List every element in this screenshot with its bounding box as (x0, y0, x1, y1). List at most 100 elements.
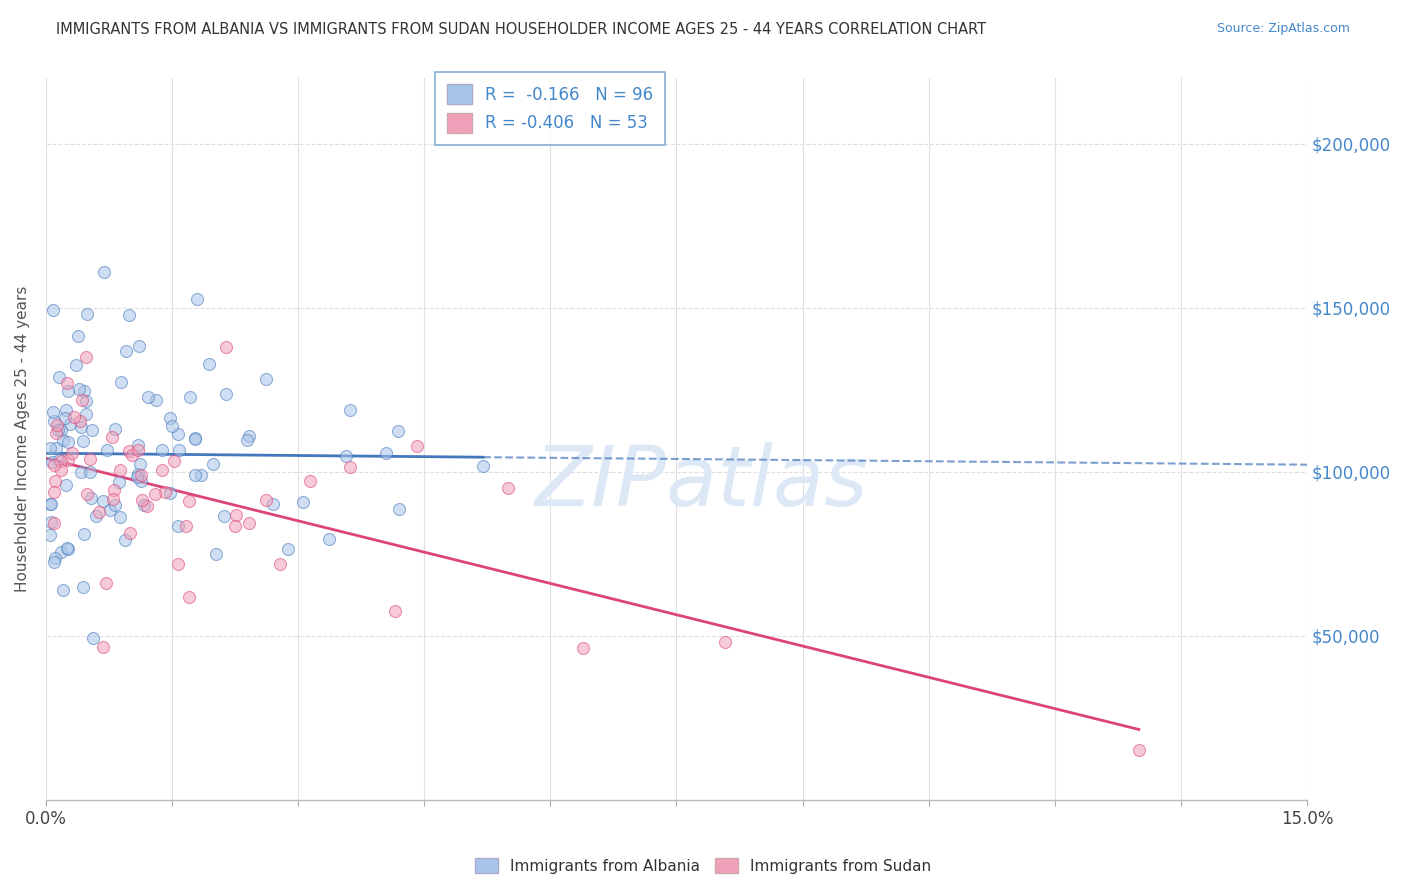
Point (160, 418, 183, 433)
Point (159, 410, 181, 425)
Point (292, 495, 315, 509)
Point (318, 532, 340, 546)
Point (496, 481, 519, 495)
Legend: R =  -0.166   N = 96, R = -0.406   N = 53: R = -0.166 N = 96, R = -0.406 N = 53 (436, 72, 665, 145)
Point (108, 475, 131, 489)
Point (66, 329, 89, 343)
Point (76, 307, 98, 321)
Point (254, 372, 277, 386)
Point (72, 580, 94, 594)
Point (135, 500, 157, 514)
Point (224, 519, 246, 533)
Point (212, 508, 235, 523)
Point (93, 265, 115, 279)
Point (48, 453, 70, 467)
Point (215, 340, 238, 354)
Point (41, 405, 63, 419)
Point (714, 635, 737, 649)
Point (44, 484, 66, 499)
Point (48, 370, 70, 384)
Point (89, 505, 111, 519)
Point (167, 442, 190, 457)
Point (75, 394, 97, 409)
Point (339, 460, 361, 475)
Point (167, 519, 190, 533)
Point (58, 542, 80, 557)
Point (121, 448, 143, 462)
Point (91, 640, 114, 654)
Point (387, 424, 409, 438)
Point (63, 410, 86, 425)
Point (58, 384, 80, 398)
Point (166, 557, 188, 571)
Point (51, 423, 73, 437)
Point (128, 339, 150, 353)
Point (114, 533, 136, 548)
Point (108, 463, 131, 477)
Text: ZIPatlas: ZIPatlas (534, 442, 869, 523)
Point (42, 303, 65, 318)
Point (39, 516, 62, 530)
Point (177, 493, 200, 508)
Point (79, 451, 101, 466)
Point (56, 376, 79, 390)
Point (131, 493, 153, 508)
Point (131, 474, 153, 488)
Point (190, 467, 212, 482)
Point (335, 450, 357, 464)
Point (52, 434, 75, 448)
Point (127, 467, 149, 482)
Point (150, 463, 173, 477)
Point (145, 392, 167, 407)
Point (48, 423, 70, 437)
Point (59, 417, 82, 431)
Point (65, 359, 87, 373)
Point (153, 484, 176, 499)
Point (269, 558, 291, 572)
Point (45, 441, 67, 455)
Point (75, 408, 97, 422)
Y-axis label: Householder Income Ages 25 - 44 years: Householder Income Ages 25 - 44 years (15, 285, 30, 592)
Point (375, 446, 398, 460)
Point (80, 423, 103, 437)
Point (406, 439, 429, 453)
Point (101, 492, 124, 507)
Point (75, 351, 97, 365)
Point (118, 444, 141, 458)
Point (150, 443, 173, 458)
Point (69, 414, 91, 428)
Point (79, 465, 101, 479)
Point (1128, 743, 1150, 757)
Point (114, 343, 136, 358)
Point (205, 547, 228, 561)
Point (39, 528, 62, 542)
Text: IMMIGRANTS FROM ALBANIA VS IMMIGRANTS FROM SUDAN HOUSEHOLDER INCOME AGES 25 - 44: IMMIGRANTS FROM ALBANIA VS IMMIGRANTS FR… (56, 22, 987, 37)
Point (76, 486, 98, 500)
Point (103, 483, 125, 497)
Point (183, 467, 205, 482)
Point (53, 410, 76, 425)
Point (45, 418, 67, 433)
Point (94, 576, 117, 591)
Point (125, 470, 148, 484)
Point (129, 458, 152, 472)
Point (163, 454, 186, 468)
Point (55, 403, 77, 417)
Point (118, 525, 141, 540)
Point (127, 442, 149, 457)
Point (72, 393, 94, 408)
Point (52, 583, 75, 598)
Point (42, 414, 65, 428)
Point (198, 357, 221, 371)
Point (67, 383, 90, 397)
Point (39, 497, 62, 511)
Point (177, 591, 200, 605)
Point (72, 527, 94, 541)
Point (44, 458, 66, 472)
Point (277, 541, 299, 556)
Point (118, 308, 141, 322)
Point (262, 497, 284, 511)
Text: Source: ZipAtlas.com: Source: ZipAtlas.com (1216, 22, 1350, 36)
Point (127, 438, 149, 452)
Point (384, 604, 406, 618)
